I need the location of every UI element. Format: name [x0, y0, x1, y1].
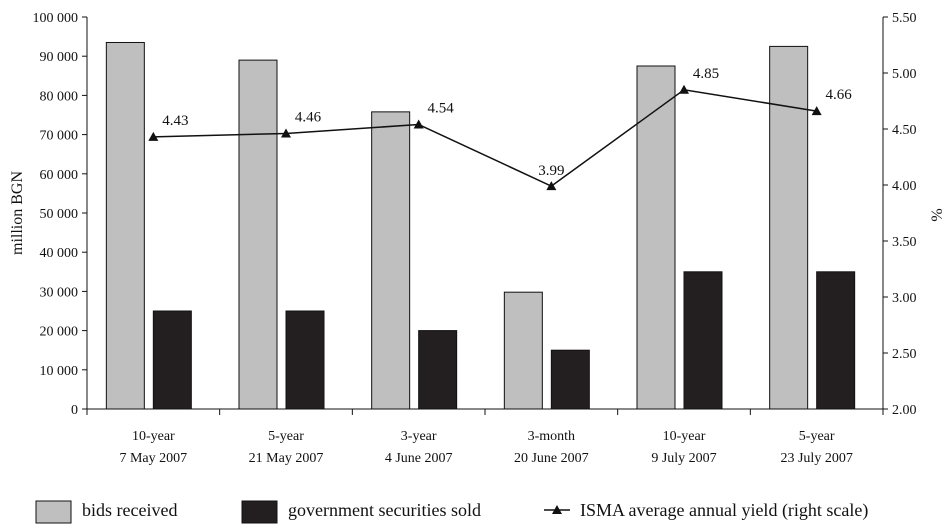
x-tick-label-date: 4 June 2007	[385, 451, 453, 466]
legend-swatch-bids	[35, 500, 72, 524]
yield-point	[148, 131, 159, 141]
y-tick-label-right: 4.50	[892, 123, 917, 138]
yield-data-label: 4.66	[826, 87, 853, 103]
legend-label-yield: ISMA average annual yield (right scale)	[580, 500, 868, 521]
y-tick-label-left: 0	[71, 403, 78, 418]
yield-point	[281, 128, 291, 138]
y-tick-label-left: 40 000	[40, 246, 79, 261]
y-tick-label-left: 90 000	[40, 50, 79, 65]
yield-data-label: 4.85	[693, 66, 719, 82]
legend-label-bids: bids received	[82, 500, 177, 520]
bar-bids-received	[105, 41, 145, 410]
bar-securities-sold	[152, 310, 192, 410]
y-tick-label-right: 4.00	[892, 179, 917, 194]
y-tick-label-right: 5.50	[892, 11, 917, 26]
bar-securities-sold	[816, 271, 856, 410]
x-tick-label-date: 7 May 2007	[119, 451, 187, 466]
yield-point	[811, 106, 822, 116]
x-tick-label-date: 20 June 2007	[514, 451, 589, 466]
x-tick-label: 10-year	[132, 429, 175, 444]
legend-label-sold: government securities sold	[288, 500, 481, 520]
y-tick-label-left: 50 000	[40, 207, 79, 222]
bar-securities-sold	[550, 349, 590, 410]
y-tick-label-left: 70 000	[40, 129, 79, 144]
yield-data-label: 4.46	[295, 109, 322, 125]
y-tick-label-left: 100 000	[33, 11, 79, 26]
legend-swatch-sold	[241, 500, 278, 524]
y-tick-label-left: 10 000	[40, 364, 79, 379]
bar-bids-received	[503, 291, 543, 410]
line-yield	[153, 89, 817, 187]
x-tick-label-date: 9 July 2007	[651, 451, 716, 466]
bar-securities-sold	[285, 310, 325, 410]
bar-bids-received	[769, 45, 809, 410]
x-tick-label: 5-year	[268, 429, 304, 444]
y-axis-label-left: million BGN	[9, 171, 26, 255]
legend-swatch-yield-marker	[552, 505, 562, 514]
bar-bids-received	[238, 59, 278, 410]
yield-data-label: 4.43	[162, 113, 188, 129]
bar-bids-received	[371, 111, 411, 410]
yield-point	[546, 181, 557, 191]
bar-securities-sold	[683, 271, 723, 410]
y-tick-label-right: 2.50	[892, 347, 917, 362]
y-tick-label-left: 60 000	[40, 168, 79, 183]
x-tick-label: 3-month	[528, 429, 575, 444]
yield-data-label: 3.99	[538, 163, 564, 179]
y-axis-label-right: %	[929, 208, 944, 221]
y-tick-label-right: 3.00	[892, 291, 917, 306]
y-tick-label-right: 3.50	[892, 235, 917, 250]
x-tick-label: 3-year	[401, 429, 437, 444]
bar-securities-sold	[418, 330, 458, 410]
x-tick-label: 10-year	[663, 429, 706, 444]
y-tick-label-left: 80 000	[40, 89, 79, 104]
y-tick-label-left: 30 000	[40, 285, 79, 300]
yield-data-label: 4.54	[428, 101, 455, 117]
x-tick-label-date: 23 July 2007	[780, 451, 852, 466]
yield-point	[413, 119, 424, 129]
bar-bids-received	[636, 65, 676, 410]
x-tick-label-date: 21 May 2007	[249, 451, 324, 466]
x-tick-label: 5-year	[799, 429, 835, 444]
y-tick-label-left: 20 000	[40, 325, 79, 340]
y-tick-label-right: 5.00	[892, 67, 917, 82]
yield-point	[679, 84, 689, 94]
y-tick-label-right: 2.00	[892, 403, 917, 418]
